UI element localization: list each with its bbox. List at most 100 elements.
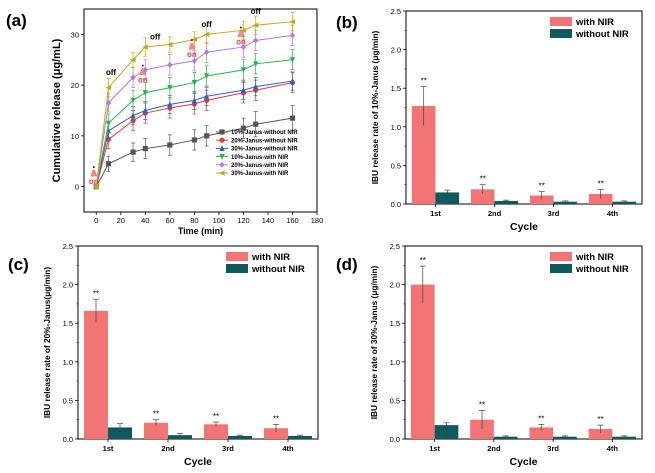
legend-label: without NIR <box>575 264 629 275</box>
data-point <box>253 83 259 90</box>
nir-lamp-icon <box>188 43 196 50</box>
data-point <box>204 73 210 80</box>
data-point <box>129 57 136 63</box>
legend-label: with NIR <box>251 252 290 263</box>
bar-with-nir <box>588 193 613 204</box>
bar-with-nir <box>470 419 494 439</box>
y-tick-label: 1.0 <box>63 358 73 367</box>
bar-with-nir <box>410 284 435 439</box>
series-line <box>95 59 293 187</box>
significance-marker: ** <box>273 414 279 423</box>
significance-marker: ** <box>153 410 159 419</box>
legend-marker <box>219 137 225 143</box>
chart-c: (c) 0.0 0.5 1.0 1.5 2.0 2.5 1st ** 2nd ** 3rd ** 4th *… <box>8 242 319 468</box>
y-tick-label: 1.5 <box>390 319 400 328</box>
legend-marker <box>218 170 225 176</box>
data-point <box>289 19 296 25</box>
bar-with-nir <box>529 195 554 204</box>
y-tick-label: 1.5 <box>63 319 73 328</box>
series-4 <box>93 49 296 190</box>
x-tick-label: 80 <box>190 216 198 225</box>
bar-with-nir <box>84 310 108 439</box>
x-tick-label: 2nd <box>161 444 175 453</box>
data-point <box>130 149 136 155</box>
legend-swatch <box>550 17 572 26</box>
bar-without-nir <box>612 201 637 204</box>
bar-without-nir <box>228 435 252 439</box>
legend-marker <box>219 145 225 151</box>
x-tick-label: 1st <box>430 209 441 218</box>
significance-marker: ** <box>598 179 604 188</box>
data-point <box>191 57 197 64</box>
legend-swatch <box>226 252 248 261</box>
bar-with-nir <box>588 428 613 439</box>
data-point <box>289 32 296 39</box>
data-point <box>191 137 197 143</box>
series-line <box>95 34 293 187</box>
y-axis-label: Cumulative release (μg/mL) <box>51 38 63 182</box>
data-point <box>105 161 112 167</box>
bar-without-nir <box>493 436 518 439</box>
y-tick-label: 30 <box>71 30 79 39</box>
data-point <box>167 61 173 68</box>
lamp-glyph: • <box>240 26 242 32</box>
data-point <box>191 97 197 103</box>
annotation-on: on <box>187 50 197 59</box>
x-tick-label: 1st <box>103 444 114 453</box>
legend-label: with NIR <box>575 252 614 263</box>
y-axis-label: IBU release rate of 30%-Janus (μg/min) <box>369 265 379 419</box>
bar-with-nir <box>411 105 436 204</box>
y-tick-label: 10 <box>71 132 79 141</box>
y-axis-label: IBU release rate of 10%-Janus (μg/min) <box>370 30 380 184</box>
plot-frame <box>83 8 318 213</box>
significance-marker: ** <box>480 175 486 184</box>
data-point <box>240 43 247 51</box>
data-point <box>191 36 197 43</box>
bar-without-nir <box>288 435 312 439</box>
x-tick-label: 0 <box>94 216 98 225</box>
x-tick-label: 4th <box>607 209 619 218</box>
data-point <box>167 101 173 108</box>
bar-without-nir <box>553 436 577 439</box>
significance-marker: ** <box>93 289 99 298</box>
significance-marker: ** <box>420 256 426 265</box>
series-line <box>95 80 293 187</box>
legend-marker <box>219 154 225 160</box>
legend-label: without NIR <box>251 264 305 275</box>
annotation-off: off <box>106 68 117 77</box>
y-tick-label: 20 <box>71 81 79 90</box>
x-axis-label: Time (min) <box>178 226 223 236</box>
x-tick-label: 2nd <box>487 444 501 453</box>
significance-marker: ** <box>539 182 545 191</box>
annotation-on: on <box>138 76 148 85</box>
data-point <box>105 85 112 91</box>
bar-without-nir <box>108 427 132 439</box>
annotation-off: off <box>251 7 262 16</box>
legend-label: 10%-Janus-without NIR <box>231 130 298 136</box>
x-tick-label: 3rd <box>222 444 234 453</box>
legend-label: without NIR <box>575 29 629 40</box>
data-point <box>240 87 247 93</box>
annotation-on: on <box>236 38 246 47</box>
chart-d: (d) 0.0 0.5 1.0 1.5 2.0 2.5 1st ** 2nd ** 3rd ** 4th *… <box>336 242 643 468</box>
data-point <box>130 74 136 81</box>
series-3 <box>93 71 296 190</box>
x-tick-label: 160 <box>286 216 299 225</box>
bar-with-nir <box>529 427 554 439</box>
lamp-glyph: • <box>191 38 193 44</box>
data-point <box>142 44 148 50</box>
bar-without-nir <box>435 192 460 204</box>
data-point <box>167 142 173 148</box>
lamp-glyph: • <box>142 64 144 70</box>
y-tick-label: 0.5 <box>63 396 73 405</box>
data-point <box>289 57 296 63</box>
y-tick-label: 2.5 <box>390 242 400 251</box>
significance-marker: ** <box>479 400 485 409</box>
y-tick-label: 2.5 <box>391 7 401 16</box>
bar-with-nir <box>470 189 495 204</box>
series-line <box>95 82 293 187</box>
data-point <box>130 97 136 104</box>
bar-without-nir <box>494 200 519 204</box>
legend-marker <box>219 161 225 168</box>
